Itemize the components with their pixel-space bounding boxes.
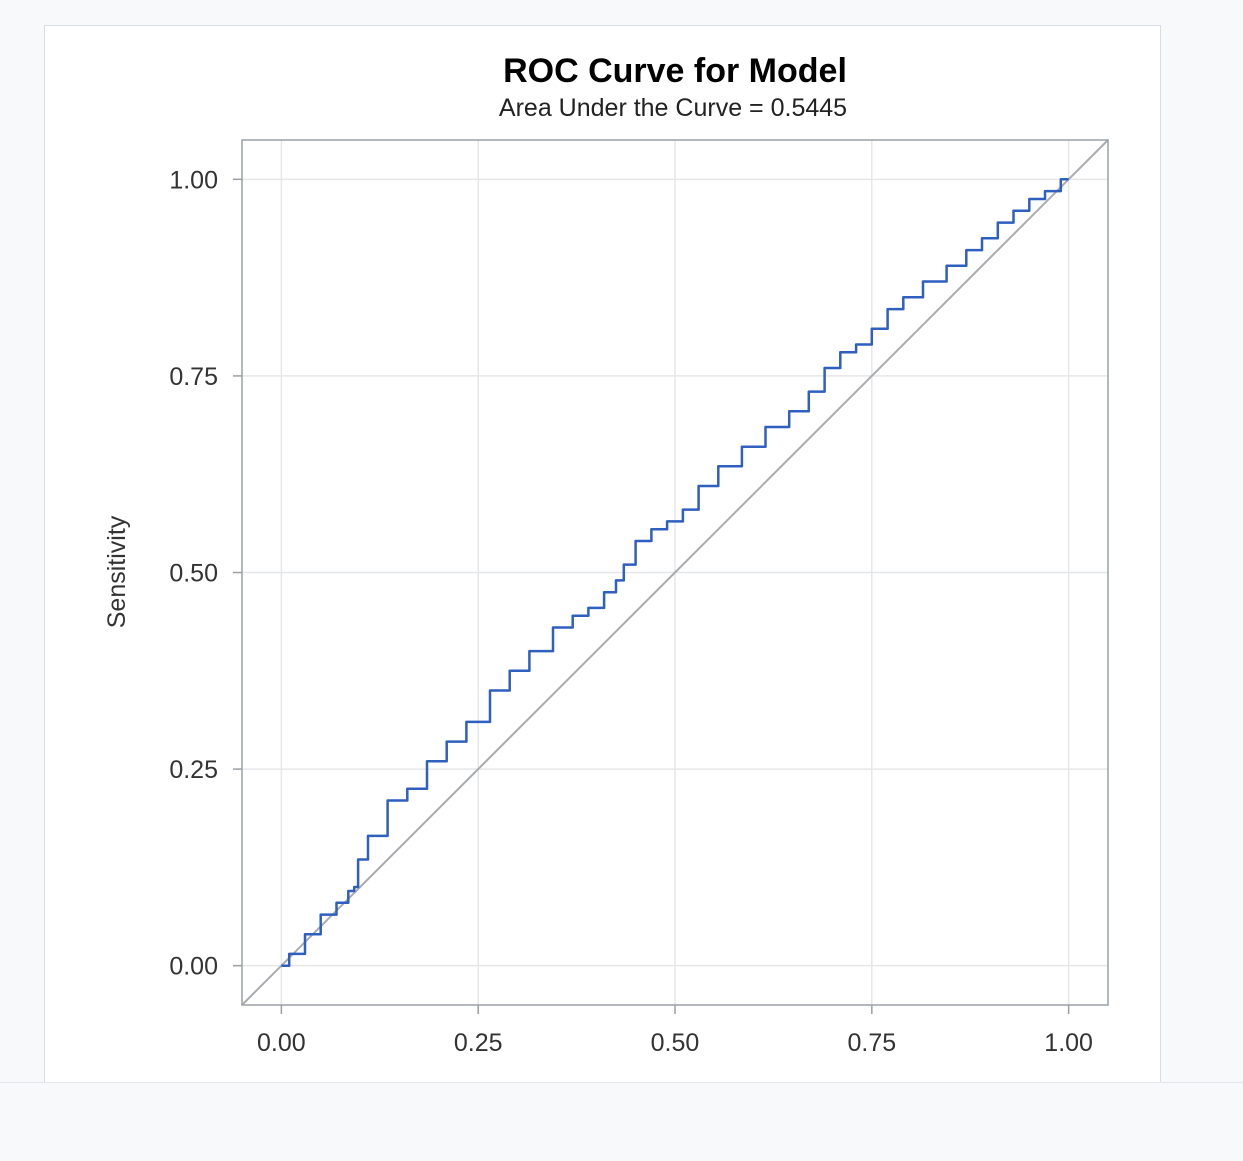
chart-panel [44,25,1161,1082]
footer-area [0,1083,1243,1161]
reference-diagonal-line [241,139,1109,1006]
x-tick-label: 0.25 [454,1029,503,1057]
x-tick-label: 0.00 [257,1029,306,1057]
y-tick-label: 0.25 [169,756,218,784]
y-tick-label: 0.75 [169,363,218,391]
plot-frame [241,139,1109,1006]
roc-curve-line [281,178,1069,967]
y-axis-label: Sensitivity [103,515,131,628]
x-tick-label: 1.00 [1044,1029,1093,1057]
footer-divider [0,1082,1243,1083]
x-tick-label: 0.75 [847,1029,896,1057]
y-tick-label: 0.50 [169,560,218,588]
chart-title: ROC Curve for Model [503,52,847,90]
y-tick-label: 1.00 [169,166,218,194]
x-tick-label: 0.50 [651,1029,700,1057]
chart-subtitle: Area Under the Curve = 0.5445 [499,94,847,122]
plot-series [241,139,1109,1006]
y-tick-label: 0.00 [169,953,218,981]
axis-ticks: 0.00 0.25 0.50 0.75 1.00 0.00 0.25 0.50 0.75 1.00 [169,166,1093,1057]
